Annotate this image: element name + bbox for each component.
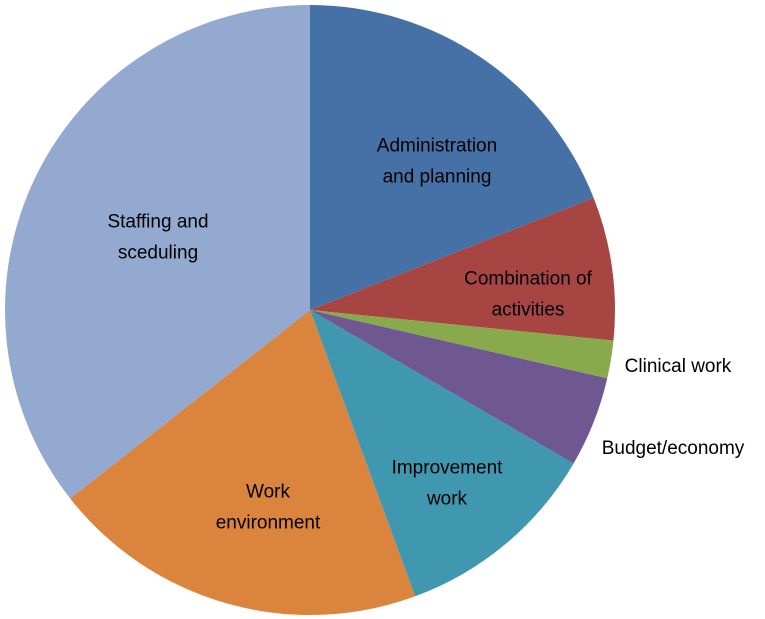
slice-label-work-environment: Work environment [216, 482, 321, 534]
slice-label-clinical-work: Clinical work [625, 356, 732, 377]
pie-slices [4, 5, 615, 615]
slice-label-staffing-and-sceduling: Staffing and sceduling [107, 212, 208, 264]
slice-staffing-and-sceduling [4, 5, 311, 499]
slice-budget-economy [310, 310, 608, 464]
slice-improvement-work [310, 310, 574, 597]
slice-label-combination-of-activities: Combination of activities [464, 269, 593, 321]
slice-combination-of-activities [310, 197, 615, 341]
pie-labels: Administration and planning Combination of… [107, 136, 744, 534]
slice-work-environment [70, 310, 416, 615]
slice-administration-and-planning [310, 5, 594, 310]
slice-label-budget-economy: Budget/economy [602, 438, 745, 459]
slice-clinical-work [310, 310, 614, 379]
slice-label-administration-and-planning: Administration and planning [377, 136, 497, 188]
slice-label-improvement-work: Improvement work [392, 458, 504, 510]
